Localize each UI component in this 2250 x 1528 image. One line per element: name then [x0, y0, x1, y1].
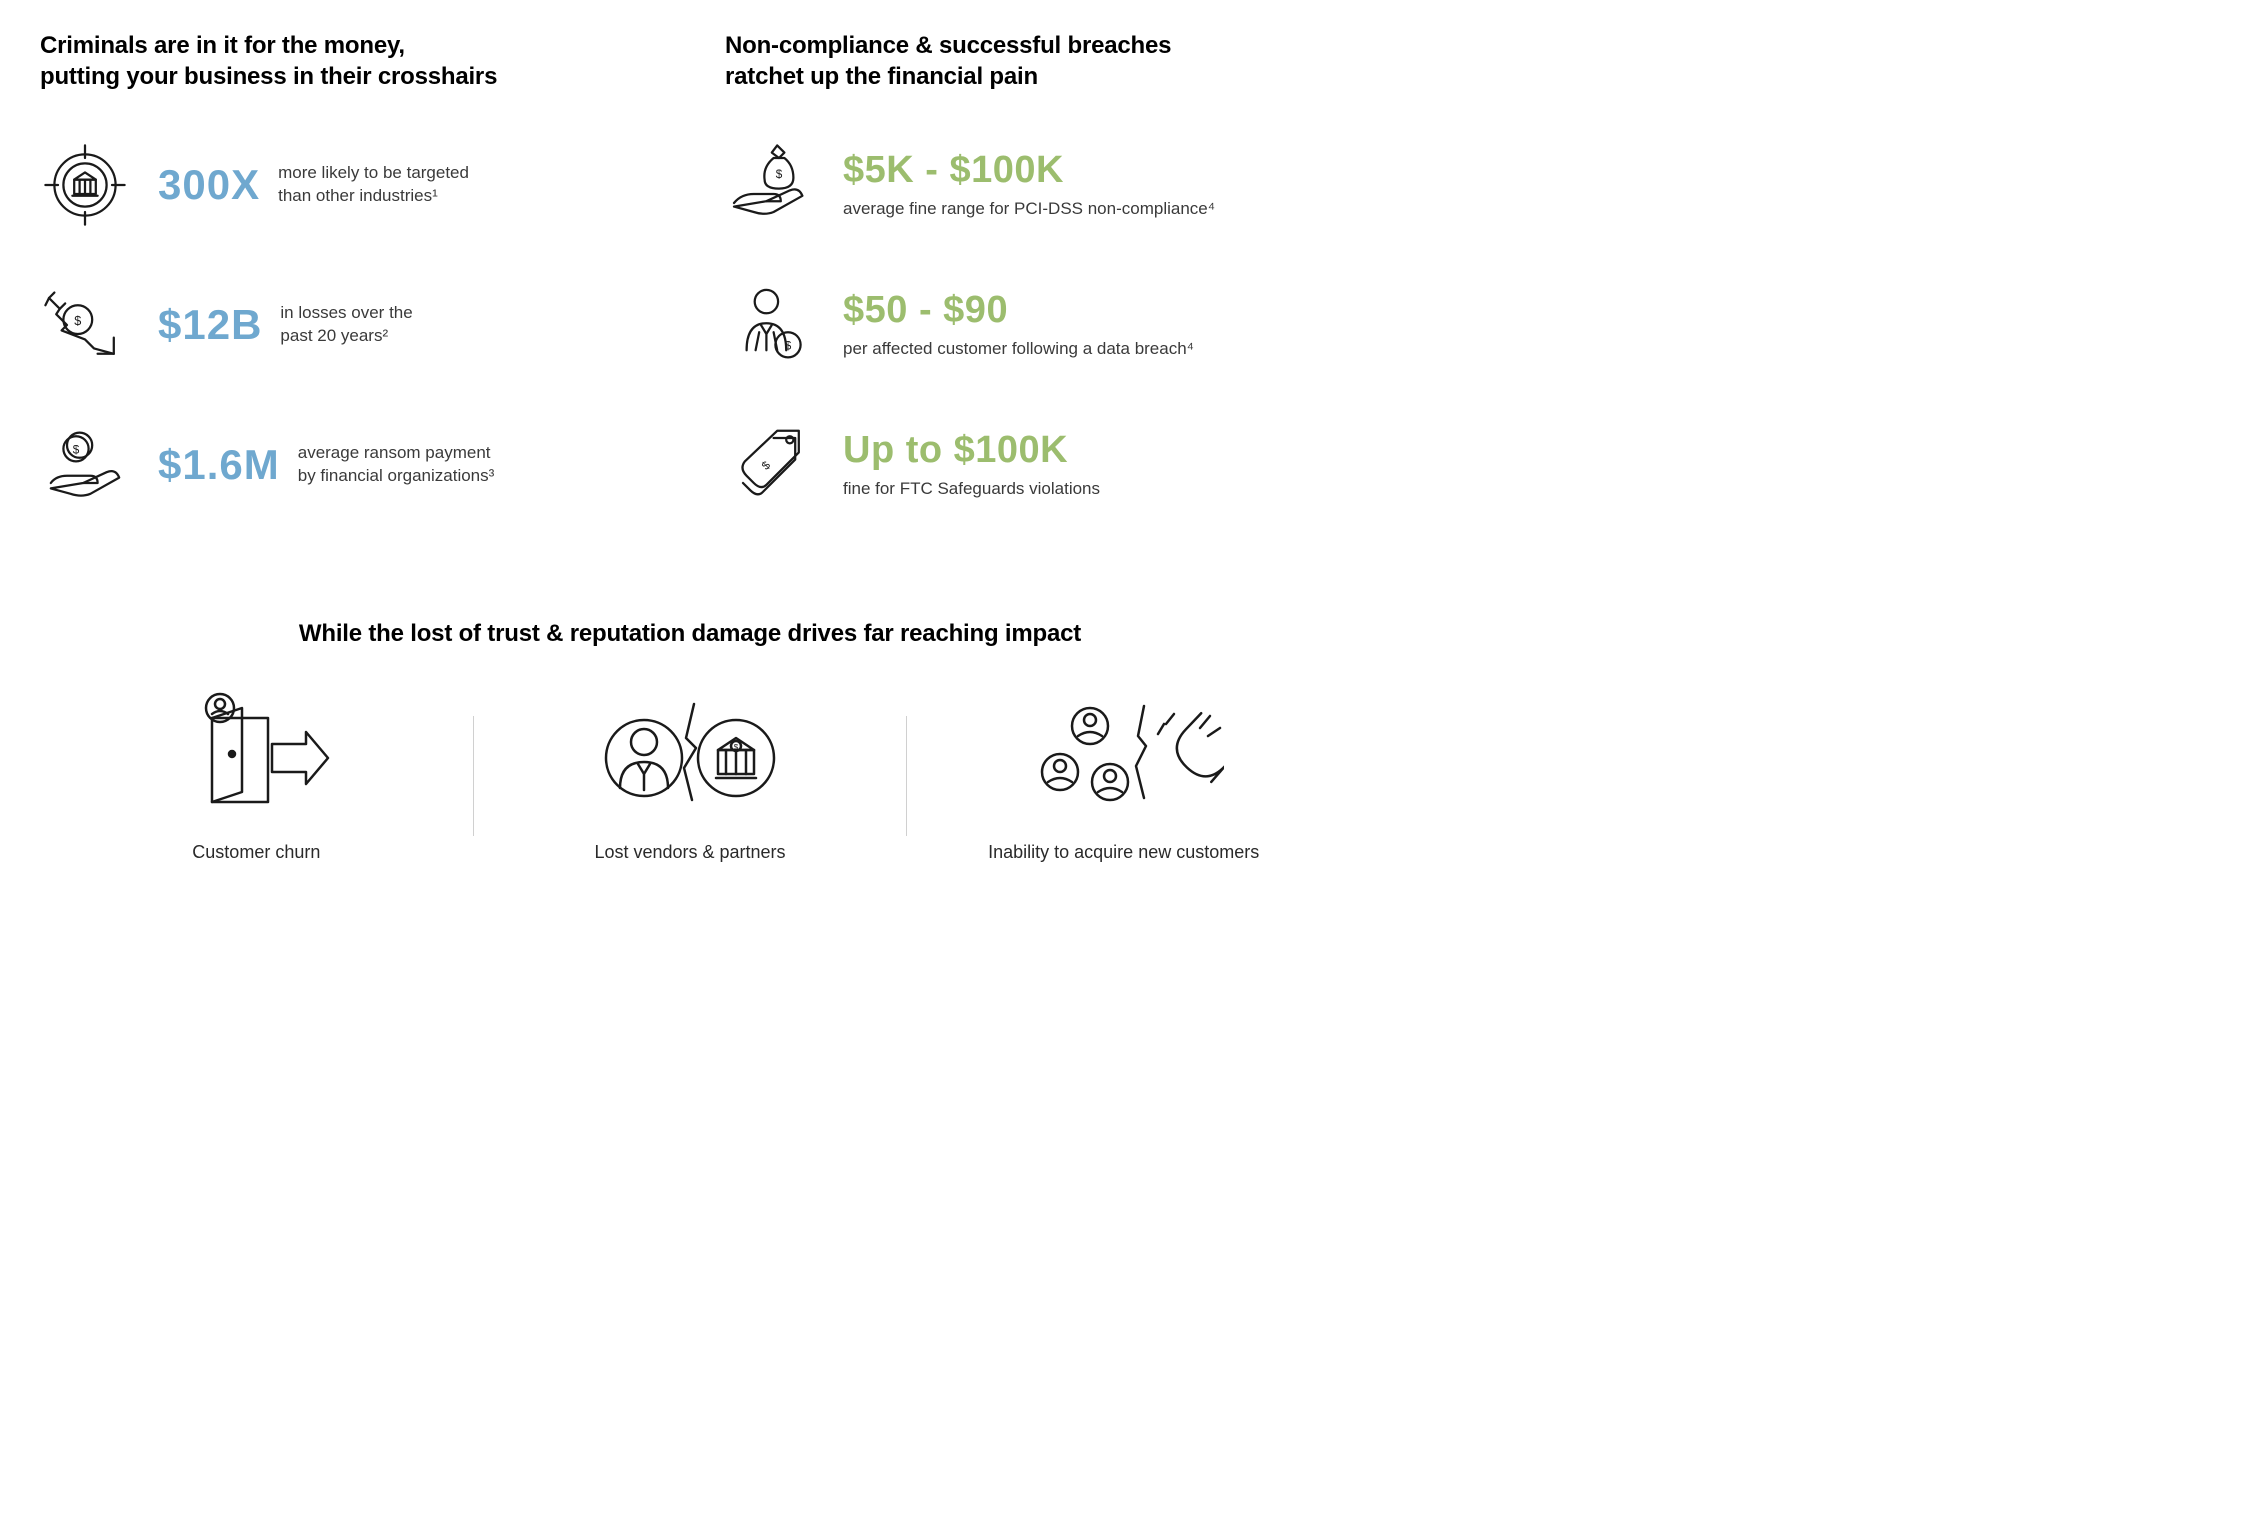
impact-label: Lost vendors & partners: [594, 842, 785, 863]
top-columns: Criminals are in it for the money, putti…: [40, 30, 1340, 560]
stat-body: 300X more likely to be targeted than oth…: [158, 161, 655, 209]
svg-text:$: $: [734, 743, 739, 752]
impact-item: $ Lost vendors & partners: [474, 688, 907, 863]
impact-row: Customer churn $ Lost ven: [40, 688, 1340, 863]
left-heading: Criminals are in it for the money, putti…: [40, 30, 655, 92]
stat-desc: average ransom payment by financial orga…: [298, 442, 495, 488]
stat-value: 300X: [158, 161, 260, 209]
svg-text:$: $: [74, 314, 81, 328]
stat-body: $50 - $90 per affected customer followin…: [843, 289, 1340, 361]
impact-label: Customer churn: [192, 842, 320, 863]
bottom-heading: While the lost of trust & reputation dam…: [40, 620, 1340, 648]
stat-value: Up to $100K: [843, 429, 1340, 472]
stat-desc: more likely to be targeted than other in…: [278, 162, 469, 208]
svg-text:$: $: [759, 459, 773, 473]
bottom-section: While the lost of trust & reputation dam…: [40, 620, 1340, 863]
stat-row: $ $50 - $90 per affected customer follow…: [725, 280, 1340, 370]
right-column: Non-compliance & successful breaches rat…: [725, 30, 1340, 560]
door-exit-icon: [156, 688, 356, 818]
hand-coin-icon: $: [40, 420, 130, 510]
person-dollar-icon: $: [725, 280, 815, 370]
stat-row: $ $1.6M average ransom payment by financ…: [40, 420, 655, 510]
stat-desc: per affected customer following a data b…: [843, 338, 1340, 361]
stat-desc: in losses over the past 20 years²: [280, 302, 412, 348]
stat-row: $ Up to $100K fine for FTC Safeguards vi…: [725, 420, 1340, 510]
hand-bag-icon: $: [725, 140, 815, 230]
svg-text:$: $: [73, 444, 80, 457]
left-column: Criminals are in it for the money, putti…: [40, 30, 655, 560]
loss-arrow-icon: $: [40, 280, 130, 370]
price-tag-icon: $: [725, 420, 815, 510]
stat-row: $ $5K - $100K average fine range for PCI…: [725, 140, 1340, 230]
stat-body: $12B in losses over the past 20 years²: [158, 301, 655, 349]
stat-row: $ $12B in losses over the past 20 years²: [40, 280, 655, 370]
stat-value: $50 - $90: [843, 289, 1340, 332]
stat-body: $5K - $100K average fine range for PCI-D…: [843, 149, 1340, 221]
impact-item: Customer churn: [40, 688, 473, 863]
stat-desc: average fine range for PCI-DSS non-compl…: [843, 198, 1340, 221]
stat-desc: fine for FTC Safeguards violations: [843, 478, 1340, 501]
magnet-fail-icon: [1024, 688, 1224, 818]
stat-value: $5K - $100K: [843, 149, 1340, 192]
stat-value: $1.6M: [158, 441, 280, 489]
impact-label: Inability to acquire new customers: [988, 842, 1259, 863]
impact-item: Inability to acquire new customers: [907, 688, 1340, 863]
svg-text:$: $: [776, 168, 783, 181]
partners-split-icon: $: [590, 688, 790, 818]
stat-body: $1.6M average ransom payment by financia…: [158, 441, 655, 489]
svg-text:$: $: [785, 340, 792, 353]
right-heading: Non-compliance & successful breaches rat…: [725, 30, 1340, 92]
stat-row: 300X more likely to be targeted than oth…: [40, 140, 655, 230]
stat-value: $12B: [158, 301, 262, 349]
stat-body: Up to $100K fine for FTC Safeguards viol…: [843, 429, 1340, 501]
target-bank-icon: [40, 140, 130, 230]
